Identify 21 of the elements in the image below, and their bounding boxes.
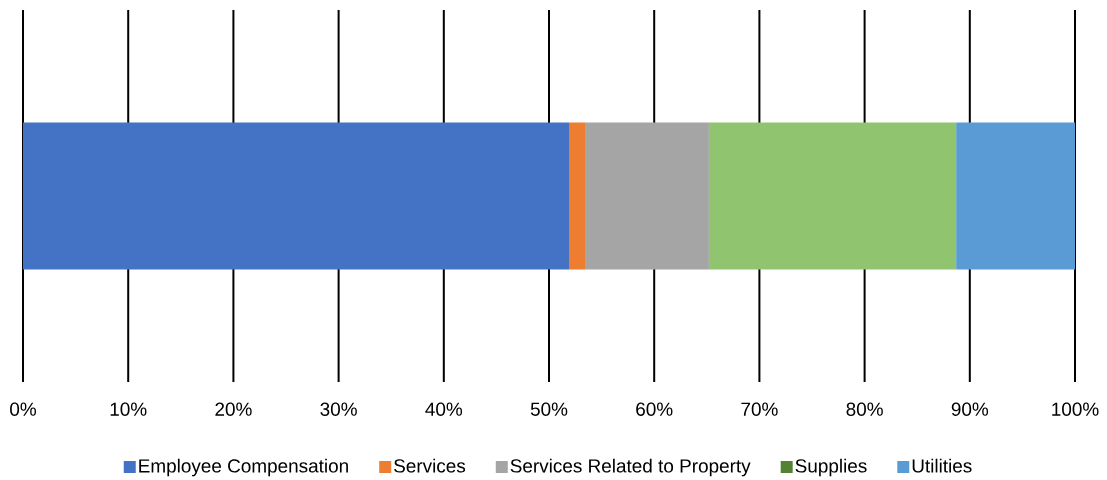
bar xyxy=(23,122,569,270)
x-tick-label: 0% xyxy=(10,402,37,416)
legend-label: Services Related to Property xyxy=(510,458,751,477)
legend-label: Supplies xyxy=(795,458,867,477)
x-tick-label: 70% xyxy=(741,402,778,416)
legend-label: Employee Compensation xyxy=(139,458,348,477)
x-tick-label: 90% xyxy=(951,402,989,416)
legend-label: Utilities xyxy=(912,458,972,473)
x-tick-label: 80% xyxy=(846,402,883,416)
bar xyxy=(956,122,1076,270)
bar xyxy=(569,122,586,270)
x-tick-label: 20% xyxy=(215,402,252,416)
x-tick-label: 40% xyxy=(425,402,463,416)
x-tick-label: 60% xyxy=(636,402,673,416)
bar xyxy=(708,122,957,270)
x-tick-label: 100% xyxy=(1052,402,1099,416)
x-tick-label: 10% xyxy=(110,402,147,416)
bar xyxy=(585,122,709,270)
x-tick-label: 50% xyxy=(530,402,568,416)
legend-label: Services xyxy=(394,458,466,473)
x-tick-label: 30% xyxy=(320,402,357,416)
